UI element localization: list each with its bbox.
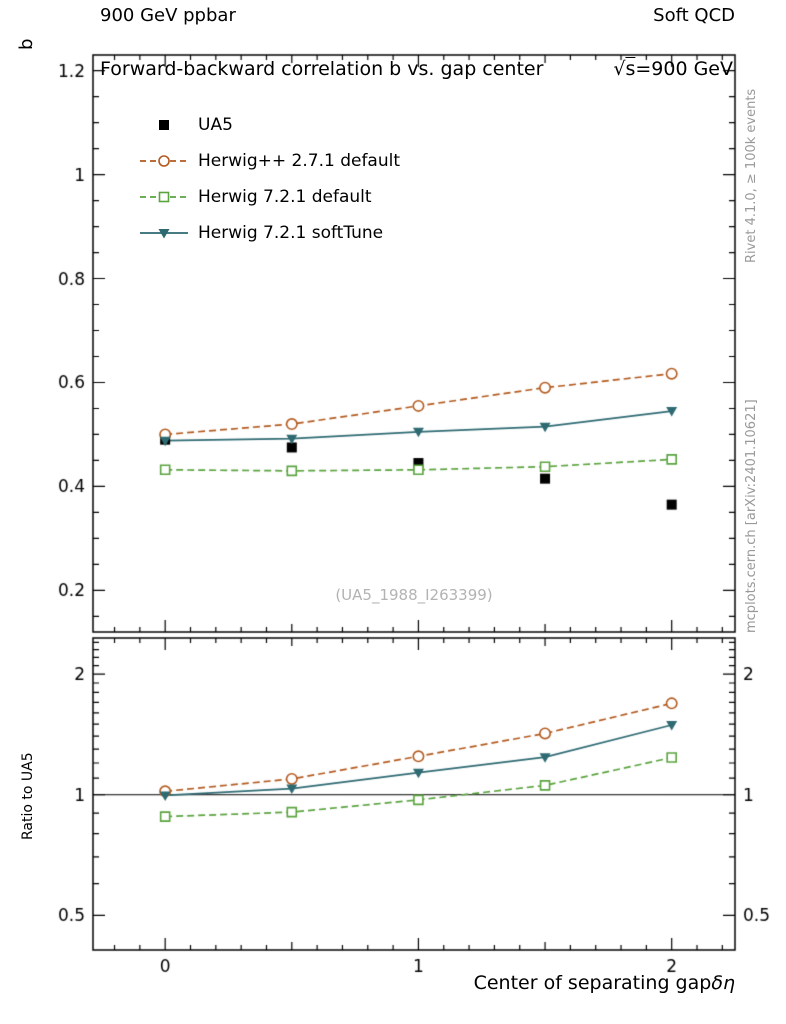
ratio-y-axis-label: Ratio to UA5 xyxy=(20,752,36,840)
sqrt-s: s xyxy=(625,58,636,80)
legend-label-herwig-7-2-1-default: Herwig 7.2.1 default xyxy=(198,187,372,207)
x-axis-label-symbol: δη xyxy=(711,972,735,994)
plot-title-text: Forward-backward correlation b vs. gap c… xyxy=(100,58,544,80)
energy-value: =900 GeV xyxy=(635,58,733,80)
legend-marker-herwig-7-2-1-softtune-icon xyxy=(140,229,188,239)
x-axis-label: Center of separating gapδη xyxy=(474,972,735,994)
rivet-version-text: Rivet 4.1.0, ≥ 100k events xyxy=(744,88,759,263)
sqrt-symbol: √ xyxy=(613,58,626,80)
legend: UA5 Herwig++ 2.7.1 default Herwig 7.2.1 de… xyxy=(138,107,400,251)
plot-title: Forward-backward correlation b vs. gap c… xyxy=(100,58,733,80)
legend-label-herwig-7-2-1-softtune: Herwig 7.2.1 softTune xyxy=(198,223,384,243)
legend-marker-herwig-7-2-1-default-icon xyxy=(140,191,188,203)
legend-item-herwig-2-7-1-default: Herwig++ 2.7.1 default xyxy=(138,143,400,179)
legend-item-herwig-7-2-1-softtune: Herwig 7.2.1 softTune xyxy=(138,215,400,251)
legend-item-ua5: UA5 xyxy=(138,107,400,143)
mcplots-reference-text: mcplots.cern.ch [arXiv:2401.10621] xyxy=(744,399,759,633)
legend-marker-herwig-2-7-1-default-icon xyxy=(140,155,188,167)
main-y-axis-label: b xyxy=(16,38,37,50)
legend-marker-ua5-icon xyxy=(159,120,169,130)
header-left-label: 900 GeV ppbar xyxy=(100,5,236,26)
x-axis-label-text: Center of separating gap xyxy=(473,972,712,994)
beam-energy: √s=900 GeV xyxy=(613,58,733,80)
watermark: (UA5_1988_I263399) xyxy=(335,586,493,604)
legend-label-ua5: UA5 xyxy=(198,115,233,135)
legend-item-herwig-7-2-1-default: Herwig 7.2.1 default xyxy=(138,179,400,215)
header-right-label: Soft QCD xyxy=(653,5,735,26)
legend-label-herwig-2-7-1-default: Herwig++ 2.7.1 default xyxy=(198,151,401,171)
